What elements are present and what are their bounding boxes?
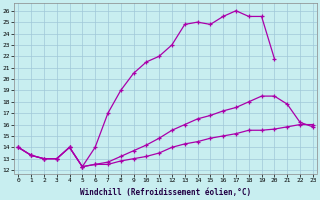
X-axis label: Windchill (Refroidissement éolien,°C): Windchill (Refroidissement éolien,°C) bbox=[80, 188, 251, 197]
